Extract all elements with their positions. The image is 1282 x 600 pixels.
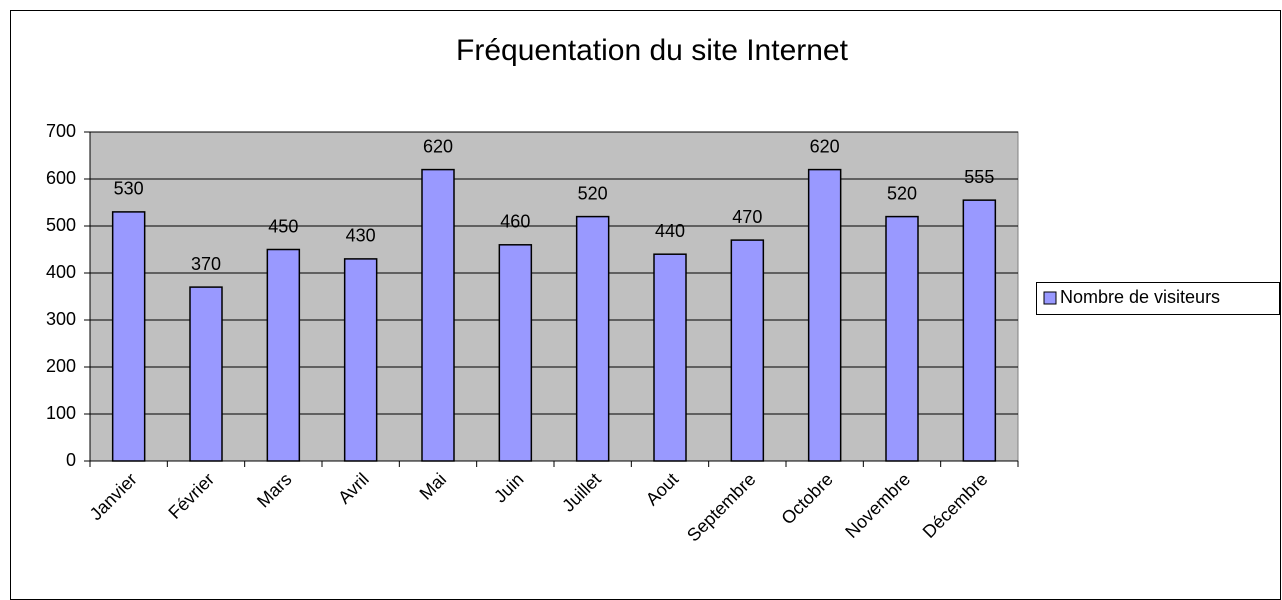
value-label: 460	[500, 212, 530, 232]
chart-title: Fréquentation du site Internet	[456, 34, 849, 67]
value-label: 430	[346, 226, 376, 246]
y-tick-label: 100	[46, 403, 76, 423]
y-tick-label: 500	[46, 215, 76, 235]
value-label: 555	[964, 167, 994, 187]
y-tick-label: 300	[46, 309, 76, 329]
plot-area	[89, 131, 1019, 462]
bar	[653, 253, 687, 462]
bar	[498, 244, 533, 462]
y-tick-label: 600	[46, 168, 76, 188]
value-label: 450	[268, 216, 298, 236]
bar	[807, 168, 842, 462]
bar	[189, 286, 223, 462]
bar	[266, 248, 301, 462]
bar	[962, 199, 997, 462]
y-tick-label: 400	[46, 262, 76, 282]
y-tick-label: 0	[66, 450, 76, 470]
value-label: 520	[887, 183, 917, 203]
y-tick-label: 700	[46, 121, 76, 141]
bar	[885, 215, 919, 462]
y-tick-label: 200	[46, 356, 76, 376]
legend-label: Nombre de visiteurs	[1060, 287, 1220, 307]
bar	[421, 168, 455, 462]
bar	[730, 239, 765, 462]
value-label: 440	[655, 221, 685, 241]
value-label: 530	[114, 179, 144, 199]
value-label: 520	[578, 183, 608, 203]
bar	[111, 211, 146, 462]
value-label: 620	[423, 136, 453, 156]
bar	[343, 258, 378, 462]
value-label: 620	[810, 136, 840, 156]
legend-swatch	[1043, 291, 1057, 305]
bar	[575, 215, 610, 462]
value-label: 470	[732, 207, 762, 227]
value-label: 370	[191, 254, 221, 274]
legend-box	[1036, 282, 1280, 315]
